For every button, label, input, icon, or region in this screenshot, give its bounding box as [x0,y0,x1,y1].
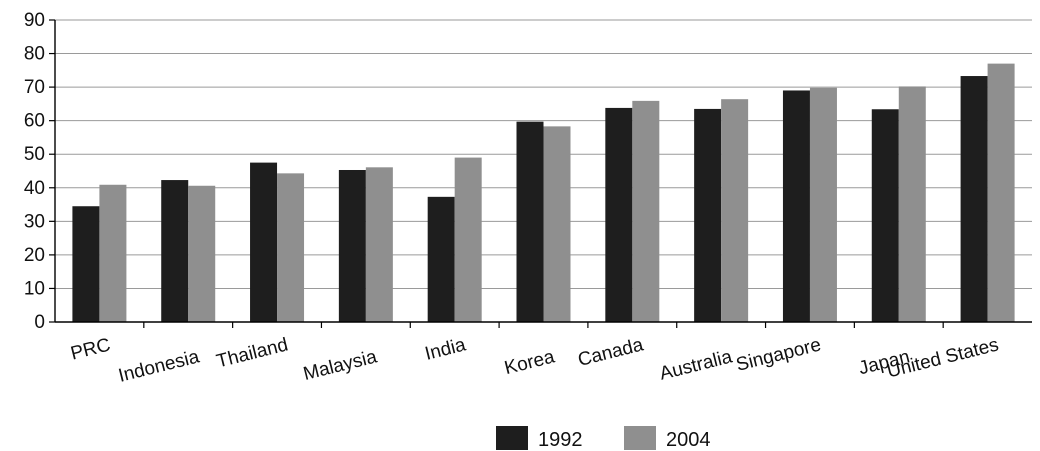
bar-2004-indonesia [188,185,216,322]
bar-1992-india [427,196,455,322]
legend-label: 1992 [538,429,583,451]
category-label: Australia [658,346,735,384]
y-tick-label: 60 [24,111,45,132]
bar-2004-korea [543,126,571,322]
category-label: Korea [502,346,557,379]
bar-1992-japan [871,109,899,322]
category-label: Singapore [734,334,823,375]
category-labels: PRC Indonesia Thailand Malaysia India Korea Ca… [69,334,1001,386]
y-tick-label: 30 [24,211,45,232]
bar-2004-canada [632,100,660,322]
bar-2004-australia [721,99,749,323]
y-tick-label: 50 [24,144,45,165]
bar-1992-singapore [782,90,810,322]
bar-1992-prc [72,206,100,322]
category-label: PRC [69,334,113,364]
bar-2004-united-states [987,63,1015,322]
category-label: United States [885,334,1001,382]
bar-2004-singapore [809,87,837,322]
legend-label: 2004 [666,429,711,451]
bar-1992-united-states [960,76,988,322]
y-tick-label: 20 [24,245,45,266]
category-label: India [423,334,468,364]
y-tick-label: 80 [24,44,45,65]
category-label: Indonesia [116,346,201,386]
bar-1992-malaysia [338,169,366,322]
bar-2004-japan [898,86,926,322]
category-label: Malaysia [301,346,379,385]
y-tick-labels: 0 10 20 30 40 50 60 70 80 90 [24,10,45,333]
bar-1992-canada [605,107,633,322]
category-label: Thailand [214,334,290,372]
y-tick-label: 90 [24,10,45,31]
legend-swatch-2004 [624,426,656,450]
bar-2004-malaysia [365,167,393,322]
y-tick-label: 10 [24,278,45,299]
legend: 1992 2004 [496,426,711,451]
bar-1992-korea [516,121,544,322]
category-label: Canada [576,334,646,371]
bar-1992-indonesia [161,180,189,322]
bar-1992-australia [694,108,722,322]
bar-2004-thailand [277,173,305,322]
bars [72,63,1015,323]
bar-2004-india [454,157,482,322]
y-tick-label: 70 [24,77,45,98]
bar-1992-thailand [250,162,278,322]
bar-2004-prc [99,184,127,322]
axes [49,19,1032,328]
y-tick-label: 40 [24,178,45,199]
y-tick-label: 0 [34,312,45,333]
legend-swatch-1992 [496,426,528,450]
